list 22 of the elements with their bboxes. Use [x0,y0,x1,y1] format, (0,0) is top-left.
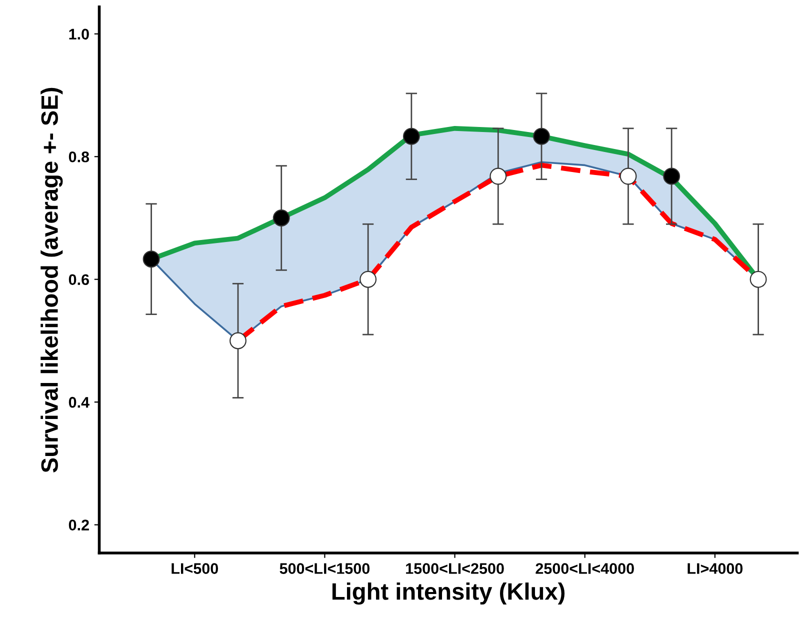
y-axis-title: Survival likelihood (average +- SE) [40,88,63,472]
y-tick-label: 0.6 [68,274,89,286]
point [142,250,160,268]
point [360,270,377,288]
x-tick-label: LI<500 [172,563,218,574]
point [663,168,680,185]
point [533,128,550,145]
x-tick-label: 1500<LI<2500 [406,563,504,574]
x-tick-label: LI>4000 [688,563,743,574]
point [490,168,507,185]
point [750,270,767,288]
point [620,168,637,185]
x-axis-title: Light intensity (Klux) [332,582,565,605]
y-tick-label: 0.8 [68,151,90,162]
x-tick-label: 2500<LI<4000 [536,563,634,574]
y-tick-label: 0.2 [68,520,89,530]
y-tick-label: 0.4 [68,396,90,408]
y-tick-label: 1.0 [69,28,89,40]
point [230,332,246,350]
point [272,210,290,226]
point [402,128,420,145]
x-tick-label: 500<LI<1500 [280,563,370,574]
